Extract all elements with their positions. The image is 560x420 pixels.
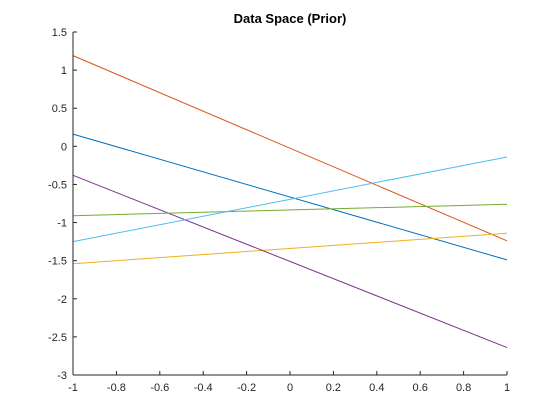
series-layer [72,55,508,349]
y-tick-label: -1 [57,218,67,230]
y-tick-label: 0 [61,141,67,153]
x-tick-label: 0.8 [456,382,471,394]
series-line-5 [72,203,508,217]
series-line-6 [72,156,508,243]
x-tick-label: 1 [504,382,510,394]
x-tick-label: 0.4 [369,382,384,394]
y-tick-label: -2 [57,294,67,306]
x-tick-label: 0.6 [413,382,428,394]
x-tick-label: -0.2 [237,382,256,394]
x-tick-label: -0.6 [150,382,169,394]
x-tick-label: 0 [287,382,293,394]
x-axis-ticks: -1 -0.8 -0.6 -0.4 -0.2 0 0.2 0.4 0.6 0.8 1 [68,371,510,394]
y-tick-label: 0.5 [52,103,67,115]
x-tick-label: -1 [68,382,78,394]
x-tick-label: -0.8 [107,382,126,394]
y-tick-label: 1.5 [52,27,67,39]
series-line-4 [72,174,508,349]
y-tick-label: -3 [57,370,67,382]
y-tick-label: -1.5 [48,256,67,268]
y-tick-label: -2.5 [48,332,67,344]
x-tick-label: 0.2 [326,382,341,394]
series-line-3 [72,232,508,265]
y-tick-label: 1 [61,65,67,77]
y-tick-label: -0.5 [48,179,67,191]
series-line-1 [72,133,508,261]
y-axis-ticks: -3 -2.5 -2 -1.5 -1 -0.5 0 0.5 1 1.5 [48,27,77,382]
series-line-2 [72,55,508,242]
chart-title: Data Space (Prior) [234,11,347,26]
x-tick-label: -0.4 [194,382,213,394]
